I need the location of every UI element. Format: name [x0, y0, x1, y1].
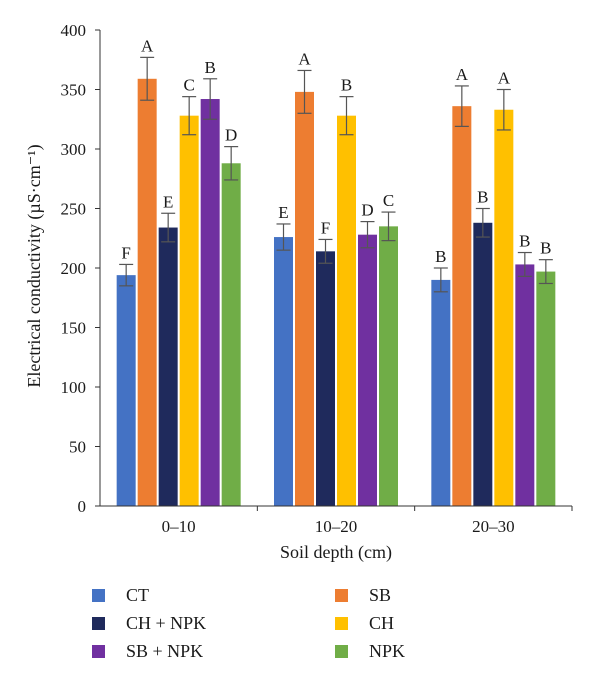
- x-axis: 0–10 10–20 20–30: [100, 505, 573, 536]
- legend-swatch: [92, 617, 105, 630]
- significance-label: D: [225, 126, 237, 145]
- bar: [494, 109, 514, 506]
- significance-label: B: [477, 188, 488, 207]
- y-tick-label: 400: [61, 21, 87, 40]
- legend-label: SB: [369, 585, 391, 605]
- bar: [137, 78, 157, 506]
- bar: [358, 234, 377, 506]
- legend-item: NPK: [335, 641, 405, 661]
- x-tick-label: 10–20: [315, 517, 358, 536]
- significance-label: A: [498, 69, 511, 88]
- legend-label: CT: [126, 585, 149, 605]
- bar: [337, 115, 356, 507]
- legend-label: SB + NPK: [126, 641, 203, 661]
- significance-label: B: [519, 232, 530, 251]
- legend-swatch: [335, 617, 348, 630]
- significance-label: A: [141, 36, 154, 55]
- y-tick-label: 350: [61, 81, 87, 100]
- bar: [316, 251, 335, 506]
- legend-label: NPK: [369, 641, 405, 661]
- legend-label: CH: [369, 613, 394, 633]
- y-tick-label: 250: [61, 200, 87, 219]
- y-tick-label: 150: [61, 319, 87, 338]
- legend-swatch: [92, 645, 105, 658]
- significance-label: F: [121, 243, 130, 262]
- significance-label: B: [540, 239, 551, 258]
- bar: [116, 275, 136, 506]
- y-tick-label: 100: [61, 378, 87, 397]
- legend-swatch: [335, 645, 348, 658]
- legend-label: CH + NPK: [126, 613, 206, 633]
- y-tick-label: 300: [61, 140, 87, 159]
- bar: [431, 279, 451, 506]
- y-tick-label: 0: [78, 497, 87, 516]
- bar: [221, 163, 241, 506]
- legend-item: CT: [92, 585, 149, 605]
- bar: [200, 99, 220, 507]
- significance-label: B: [435, 247, 446, 266]
- bar: [379, 226, 398, 506]
- legend: CT SB CH + NPK CH SB + NPK NPK: [92, 585, 405, 661]
- bar: [452, 106, 472, 506]
- significance-label: E: [278, 203, 288, 222]
- significance-label: C: [183, 76, 194, 95]
- significance-label: F: [321, 218, 330, 237]
- y-axis: 0 50 100 150 200 250 300 350 400: [61, 21, 101, 516]
- y-tick-label: 50: [69, 438, 86, 457]
- bar: [179, 115, 199, 507]
- bar: [515, 264, 535, 506]
- significance-label: A: [456, 65, 469, 84]
- bar: [536, 271, 556, 506]
- legend-item: CH + NPK: [92, 613, 206, 633]
- y-tick-label: 200: [61, 259, 87, 278]
- x-tick-label: 20–30: [472, 517, 515, 536]
- bar: [158, 227, 178, 507]
- legend-item: SB: [335, 585, 391, 605]
- significance-label: B: [204, 58, 215, 77]
- significance-label: B: [341, 76, 352, 95]
- bar: [274, 237, 293, 506]
- legend-item: CH: [335, 613, 394, 633]
- bar: [295, 91, 314, 506]
- legend-swatch: [335, 589, 348, 602]
- significance-label: C: [383, 191, 394, 210]
- significance-label: A: [298, 49, 311, 68]
- significance-label: E: [163, 192, 173, 211]
- legend-item: SB + NPK: [92, 641, 203, 661]
- x-axis-title: Soil depth (cm): [280, 542, 392, 563]
- bar: [473, 222, 493, 506]
- y-axis-title: Electrical conductivity (µS·cm⁻¹): [24, 144, 45, 387]
- x-tick-label: 0–10: [162, 517, 196, 536]
- legend-swatch: [92, 589, 105, 602]
- significance-label: D: [361, 201, 373, 220]
